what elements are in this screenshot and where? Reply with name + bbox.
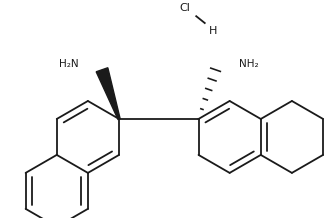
Text: Cl: Cl (179, 3, 190, 13)
Text: NH₂: NH₂ (239, 59, 258, 69)
Text: H₂N: H₂N (59, 59, 79, 69)
Text: H: H (209, 26, 217, 36)
Polygon shape (96, 68, 120, 119)
